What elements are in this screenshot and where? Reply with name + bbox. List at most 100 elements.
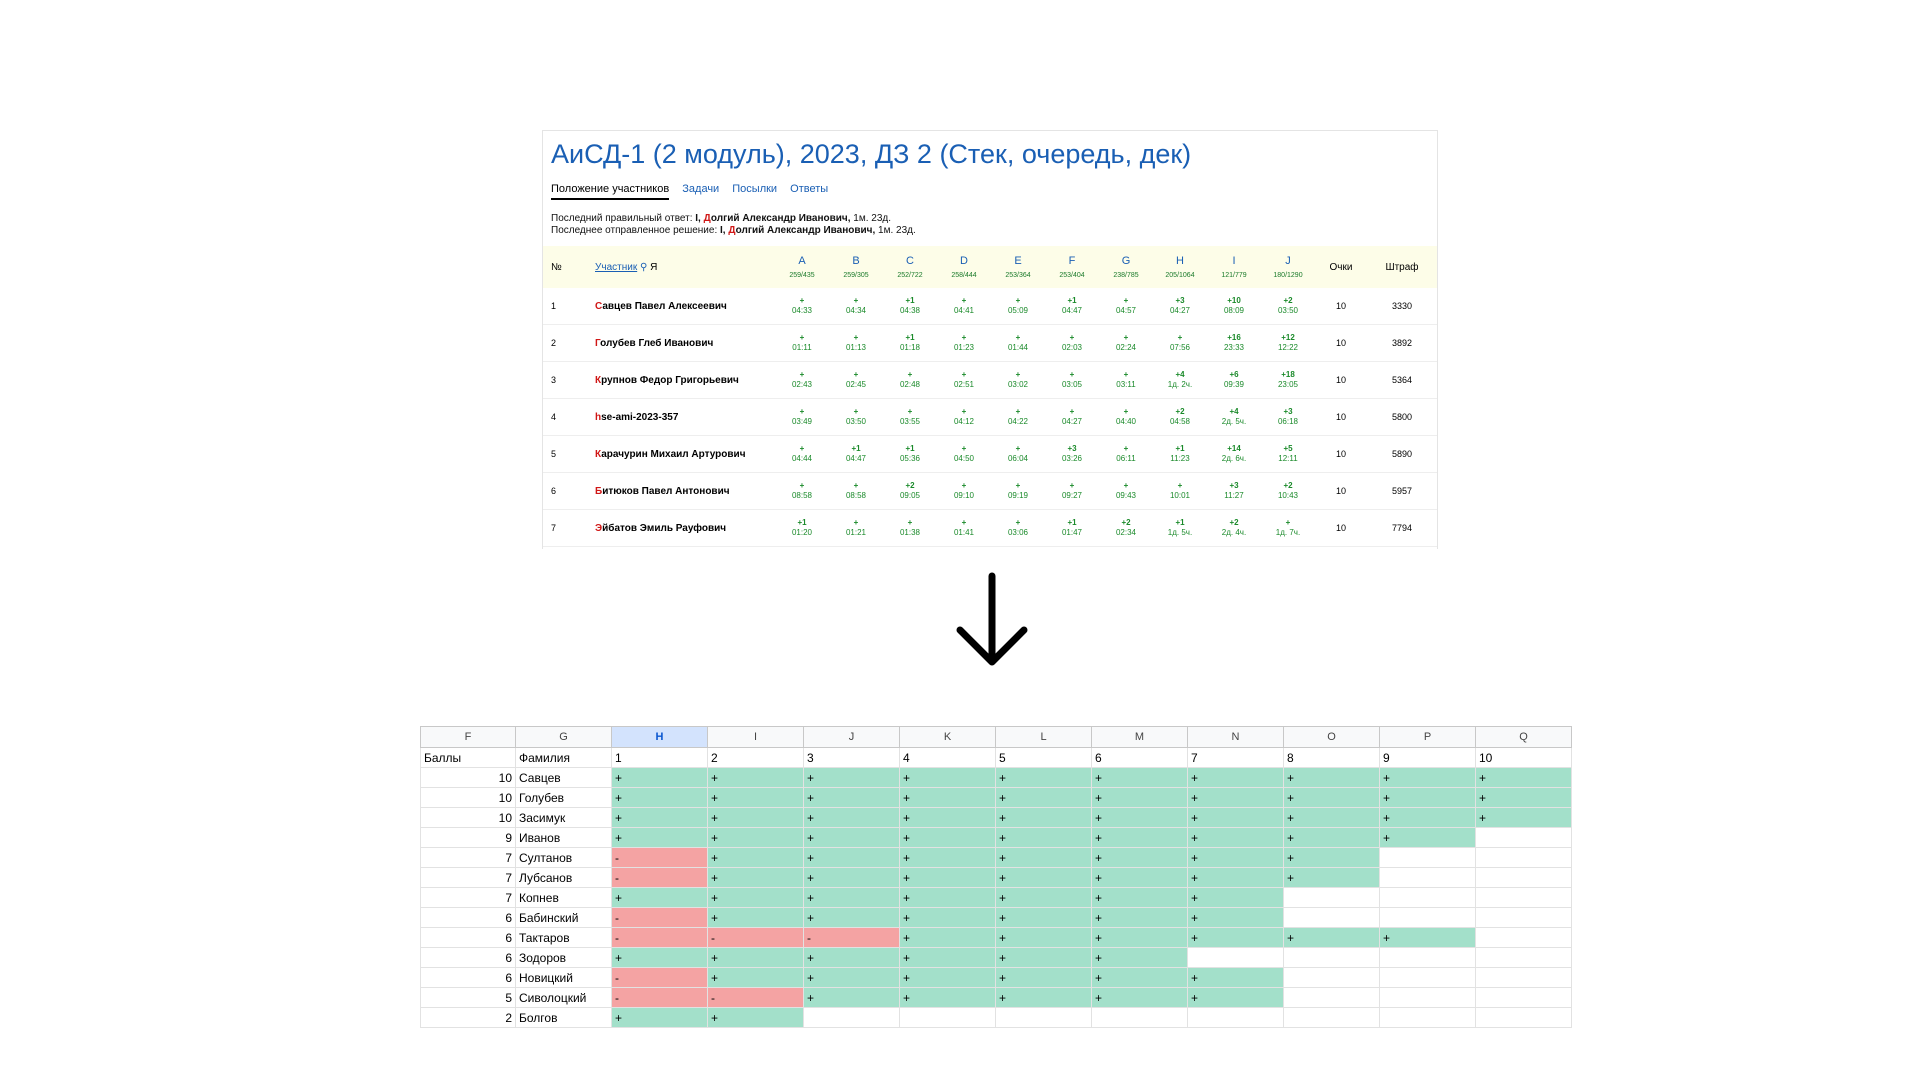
cell-task-result[interactable] xyxy=(1091,1007,1188,1028)
result-cell[interactable]: +01:13 xyxy=(829,324,883,362)
cell-surname[interactable]: Бабинский xyxy=(515,907,612,928)
cell-task-result[interactable]: + xyxy=(803,867,900,888)
cell-task-result[interactable]: + xyxy=(803,967,900,988)
cell-task-result[interactable]: + xyxy=(995,967,1092,988)
column-header-G[interactable]: G xyxy=(515,726,612,748)
cell-task-header[interactable]: 1 xyxy=(611,747,708,768)
column-header-K[interactable]: K xyxy=(899,726,996,748)
cell-task-result[interactable]: + xyxy=(899,947,996,968)
result-cell[interactable]: +03:50 xyxy=(829,398,883,436)
cell-task-result[interactable]: + xyxy=(611,887,708,908)
cell-task-result[interactable]: + xyxy=(899,987,996,1008)
cell-task-result[interactable]: + xyxy=(899,887,996,908)
cell-task-result[interactable] xyxy=(1283,967,1380,988)
result-cell[interactable]: +2 09:05 xyxy=(883,472,937,510)
cell-task-header[interactable]: 2 xyxy=(707,747,804,768)
result-cell[interactable]: +02:24 xyxy=(1099,324,1153,362)
problem-header-A[interactable]: A 259/435 xyxy=(775,246,829,288)
participant-name[interactable]: Карачурин Михаил Артурович xyxy=(595,435,775,473)
cell-task-result[interactable]: + xyxy=(1283,867,1380,888)
result-cell[interactable]: +09:43 xyxy=(1099,472,1153,510)
cell-score[interactable]: 10 xyxy=(420,767,516,788)
problem-header-E[interactable]: E 253/364 xyxy=(991,246,1045,288)
cell-task-result[interactable]: + xyxy=(1475,787,1572,808)
cell-task-result[interactable]: + xyxy=(1379,827,1476,848)
result-cell[interactable]: +1 11:23 xyxy=(1153,435,1207,473)
cell-task-result[interactable]: + xyxy=(707,847,804,868)
cell-task-result[interactable] xyxy=(1475,847,1572,868)
cell-task-result[interactable]: + xyxy=(899,767,996,788)
result-cell[interactable]: +03:49 xyxy=(775,398,829,436)
cell-task-result[interactable]: + xyxy=(1091,947,1188,968)
cell-task-result[interactable] xyxy=(1187,947,1284,968)
cell-surname[interactable]: Сиволоцкий xyxy=(515,987,612,1008)
result-cell[interactable]: +1 1д. 5ч. xyxy=(1153,509,1207,547)
cell-task-result[interactable]: - xyxy=(611,987,708,1008)
problem-header-H[interactable]: H 205/1064 xyxy=(1153,246,1207,288)
cell-task-result[interactable] xyxy=(1379,867,1476,888)
cell-task-result[interactable]: - xyxy=(803,927,900,948)
cell-task-result[interactable]: + xyxy=(1379,787,1476,808)
result-cell[interactable]: +06:04 xyxy=(991,435,1045,473)
cell-task-result[interactable] xyxy=(1475,987,1572,1008)
participant-name[interactable]: Савцев Павел Алексеевич xyxy=(595,288,775,325)
cell-task-result[interactable] xyxy=(1283,1007,1380,1028)
column-header-N[interactable]: N xyxy=(1187,726,1284,748)
cell-task-result[interactable]: + xyxy=(1187,927,1284,948)
cell-task-result[interactable]: + xyxy=(611,1007,708,1028)
cell-score[interactable]: 6 xyxy=(420,907,516,928)
cell-task-result[interactable]: + xyxy=(899,907,996,928)
participant-name[interactable]: Битюков Павел Антонович xyxy=(595,472,775,510)
cell-task-header[interactable]: 7 xyxy=(1187,747,1284,768)
cell-task-result[interactable]: + xyxy=(707,887,804,908)
cell-task-header[interactable]: 4 xyxy=(899,747,996,768)
cell-task-result[interactable]: - xyxy=(611,847,708,868)
result-cell[interactable]: +01:41 xyxy=(937,509,991,547)
cell-task-result[interactable]: + xyxy=(1283,807,1380,828)
result-cell[interactable]: +10:01 xyxy=(1153,472,1207,510)
cell-task-result[interactable]: + xyxy=(899,927,996,948)
result-cell[interactable]: +1 04:47 xyxy=(1045,288,1099,325)
cell-task-result[interactable] xyxy=(1379,907,1476,928)
result-cell[interactable]: +3 11:27 xyxy=(1207,472,1261,510)
cell-surname-header[interactable]: Фамилия xyxy=(515,747,612,768)
cell-score[interactable]: 10 xyxy=(420,787,516,808)
result-cell[interactable]: +04:34 xyxy=(829,288,883,325)
column-header-L[interactable]: L xyxy=(995,726,1092,748)
cell-task-result[interactable] xyxy=(1475,887,1572,908)
cell-task-result[interactable]: + xyxy=(1091,867,1188,888)
cell-task-result[interactable]: + xyxy=(803,827,900,848)
column-header-H[interactable]: H xyxy=(611,726,708,748)
result-cell[interactable]: +2 02:34 xyxy=(1099,509,1153,547)
cell-task-result[interactable]: - xyxy=(611,867,708,888)
cell-task-result[interactable]: + xyxy=(1283,787,1380,808)
result-cell[interactable]: +02:03 xyxy=(1045,324,1099,362)
cell-task-result[interactable] xyxy=(1379,967,1476,988)
problem-header-C[interactable]: C 252/722 xyxy=(883,246,937,288)
cell-task-result[interactable]: + xyxy=(1187,987,1284,1008)
result-cell[interactable]: +3 06:18 xyxy=(1261,398,1315,436)
result-cell[interactable]: +1 04:38 xyxy=(883,288,937,325)
cell-task-result[interactable]: + xyxy=(1187,967,1284,988)
participant-name[interactable]: Крупнов Федор Григорьевич xyxy=(595,361,775,399)
result-cell[interactable]: +03:06 xyxy=(991,509,1045,547)
cell-surname[interactable]: Иванов xyxy=(515,827,612,848)
cell-task-result[interactable]: + xyxy=(995,847,1092,868)
cell-task-result[interactable]: + xyxy=(995,907,1092,928)
cell-task-result[interactable]: + xyxy=(707,827,804,848)
participant-name[interactable]: Голубев Глеб Иванович xyxy=(595,324,775,362)
result-cell[interactable]: +1 01:18 xyxy=(883,324,937,362)
cell-task-result[interactable]: - xyxy=(611,967,708,988)
cell-task-result[interactable]: + xyxy=(995,987,1092,1008)
cell-score[interactable]: 2 xyxy=(420,1007,516,1028)
result-cell[interactable]: +12 12:22 xyxy=(1261,324,1315,362)
cell-task-result[interactable]: + xyxy=(995,787,1092,808)
cell-task-result[interactable] xyxy=(1475,927,1572,948)
tab-answers[interactable]: Ответы xyxy=(790,183,829,195)
result-cell[interactable]: +09:19 xyxy=(991,472,1045,510)
cell-task-result[interactable]: + xyxy=(1283,767,1380,788)
cell-score[interactable]: 6 xyxy=(420,967,516,988)
result-cell[interactable]: +5 12:11 xyxy=(1261,435,1315,473)
cell-score[interactable]: 6 xyxy=(420,947,516,968)
cell-task-result[interactable]: + xyxy=(707,807,804,828)
